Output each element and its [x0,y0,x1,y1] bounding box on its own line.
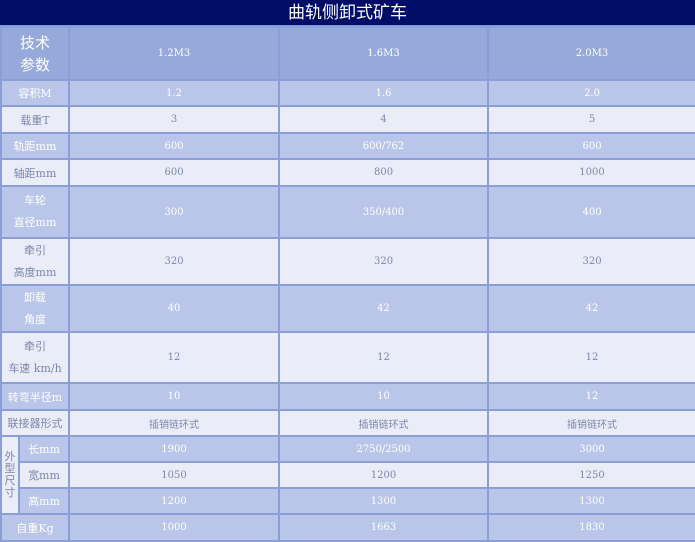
table-row: 车轮 直径mm 300 350/400 400 [0,185,695,239]
header-label-line1: 技术 [20,33,51,52]
row-label-text: 牵引 [24,243,46,257]
row-label-text: 轨距mm [13,140,57,153]
header-label: 技术 参数 [0,26,71,81]
value-cell: 插销链环式 [68,409,281,437]
value-cell: 12 [68,331,281,384]
table-row: 宽mm 1050 1200 1250 [1,461,695,489]
row-label: 高mm [17,487,71,515]
model-header: 1.2M3 [68,26,281,81]
value-cell: 12 [487,382,695,411]
row-label: 载重T [0,105,71,134]
value-cell: 320 [278,237,490,286]
row-label: 联接器形式 [0,409,71,437]
row-label-text: 牵引 [24,339,46,353]
table-row: 牵引 车速 km/h 12 12 12 [0,331,695,384]
value-cell: 600/762 [278,132,490,160]
row-label: 长mm [17,435,71,463]
row-label-text: 车轮 [24,194,46,207]
table-row: 轴距mm 600 800 1000 [0,158,695,187]
table-row: 容积M 1.2 1.6 2.0 [0,79,695,107]
table-row: 高mm 1200 1300 1300 [1,487,695,515]
value-cell: 1000 [487,158,695,187]
value-cell: 1663 [278,513,490,542]
row-label-text: 直径mm [13,216,57,229]
value-cell: 1300 [278,487,490,515]
page-title: 曲轨侧卸式矿车 [0,0,695,26]
table-row: 外型尺寸 长mm 1900 2750/2500 3000 [0,435,695,515]
row-label: 卸载 角度 [0,284,71,333]
row-label: 转弯半径m [0,382,71,411]
row-label: 车轮直径mm [0,185,71,239]
dimensions-group-cell: 外型尺寸 [0,435,20,515]
value-cell: 4 [278,105,490,134]
row-label: 牵引车速 km/h [0,331,71,384]
value-cell: 40 [68,284,281,333]
row-label-text: 高度mm [13,265,57,279]
table-row: 卸载 角度 40 42 42 [0,284,695,333]
header-row: 技术参数 1.2M3 1.6M3 2.0M3 [0,26,695,81]
row-label: 自重Kg [0,513,71,542]
value-cell: 1050 [68,461,281,489]
table-row: 轨距mm 600 600/762 600 [0,132,695,160]
value-cell: 1300 [487,487,695,515]
row-label: 牵引高度mm [0,237,71,286]
row-label-text: 车速 km/h [8,361,62,375]
dimensions-group-label: 外型尺寸 [4,450,16,499]
value-cell: 2.0 [487,79,695,107]
table-row: 牵引 高度mm 320 320 320 [0,237,695,286]
row-label: 宽mm [17,461,71,489]
row-label-text: 角度 [24,312,46,326]
value-cell: 插销链环式 [278,409,490,437]
value-cell: 12 [278,331,490,384]
row-label-text: 轴距mm [13,166,57,180]
value-cell: 42 [487,284,695,333]
table-row: 载重T 3 4 5 [0,105,695,134]
value-cell: 350/400 [278,185,490,239]
model-header: 2.0M3 [487,26,695,81]
value-cell: 1200 [278,461,490,489]
value-cell: 1830 [487,513,695,542]
value-cell: 1200 [68,487,281,515]
value-cell: 800 [278,158,490,187]
value-cell: 12 [487,331,695,384]
value-cell: 10 [278,382,490,411]
row-label: 轨距mm [0,132,71,160]
value-cell: 3 [68,105,281,134]
row-label-text: 容积M [18,87,52,100]
value-cell: 1000 [68,513,281,542]
value-cell: 320 [68,237,281,286]
table-row: 自重Kg 1000 1663 1830 [0,513,695,542]
value-cell: 1250 [487,461,695,489]
value-cell: 600 [68,132,281,160]
row-label: 轴距mm [0,158,71,187]
value-cell: 5 [487,105,695,134]
row-label-text: 载重T [20,113,50,127]
row-label-text: 联接器形式 [7,417,63,430]
spec-table: 技术 参数 1.2M3 1.6M3 2.0M3 容积M 1.2 1.6 2.0 载重T 3 4… [0,26,695,542]
row-label-text: 转弯半径m [7,390,63,404]
row-label: 容积M [0,79,71,107]
table-row: 联接器形式 插销链环式 插销链环式 插销链环式 [0,409,695,437]
value-cell: 1.6 [278,79,490,107]
value-cell: 10 [68,382,281,411]
table-row: 转弯半径m 10 10 12 [0,382,695,411]
header-label-line2: 参数 [20,55,51,74]
value-cell: 3000 [487,435,695,463]
value-cell: 2750/2500 [278,435,490,463]
value-cell: 插销链环式 [487,409,695,437]
value-cell: 42 [278,284,490,333]
value-cell: 1900 [68,435,281,463]
value-cell: 300 [68,185,281,239]
value-cell: 320 [487,237,695,286]
row-label-text: 卸载 [24,290,46,304]
model-header: 1.6M3 [278,26,490,81]
value-cell: 600 [68,158,281,187]
value-cell: 600 [487,132,695,160]
value-cell: 400 [487,185,695,239]
value-cell: 1.2 [68,79,281,107]
